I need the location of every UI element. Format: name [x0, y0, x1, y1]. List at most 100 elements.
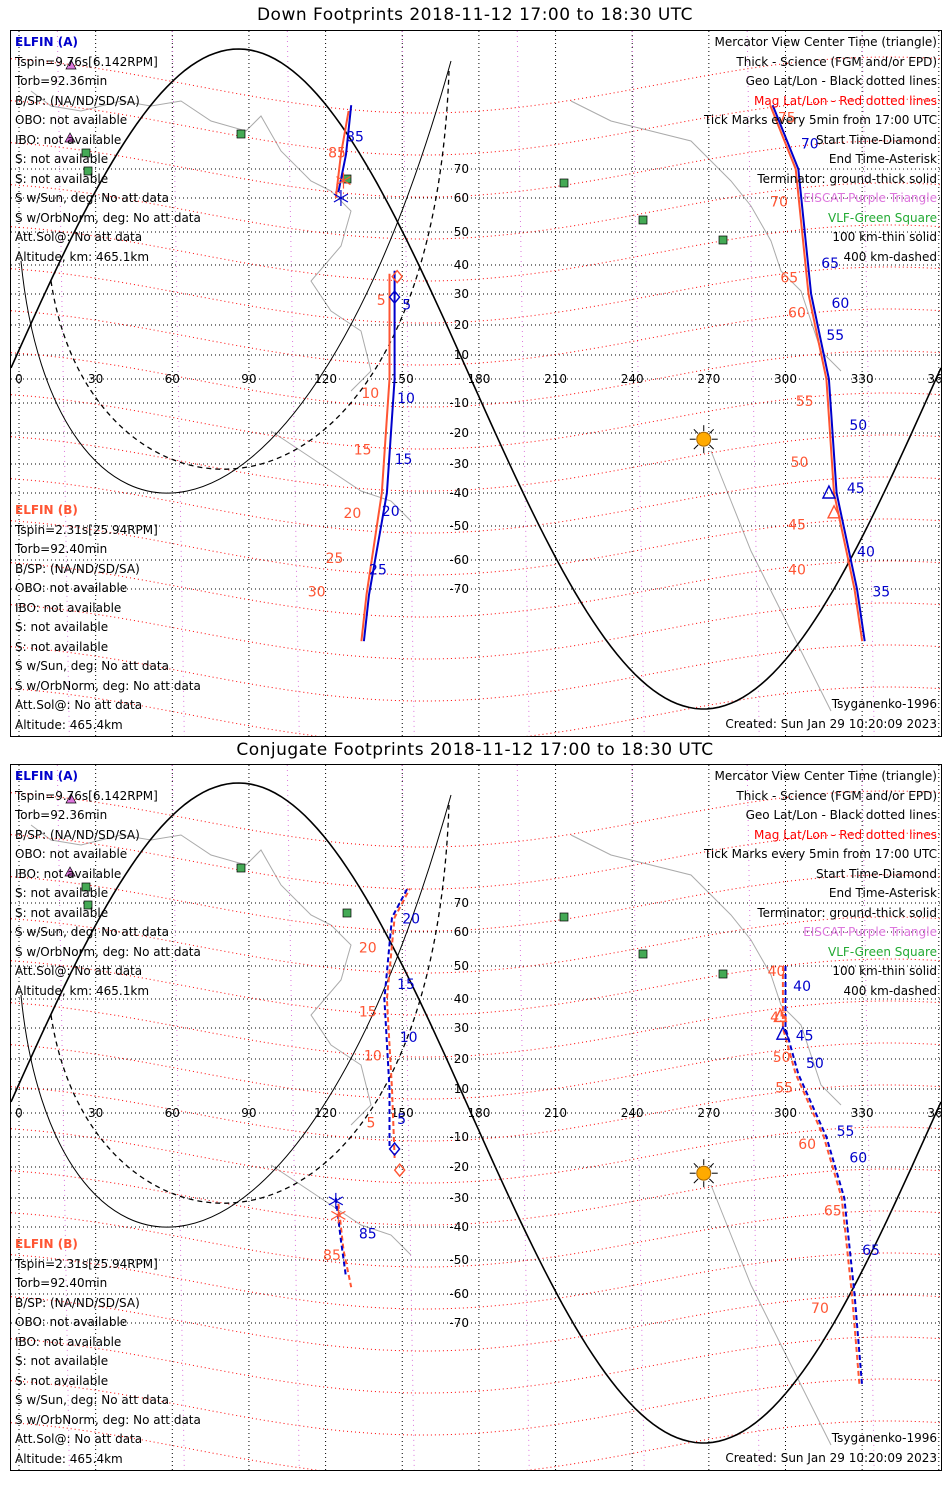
- conjugate-footprints-panel: 0 30 60 90 120 150 180 210 240 270 300 330 360 70 60 50…: [10, 764, 942, 1471]
- latitude-label: 40: [454, 992, 469, 1006]
- tick-label-elfin-b: 60: [788, 305, 806, 321]
- created-timestamp: Created: Sun Jan 29 10:20:09 2023: [725, 716, 937, 731]
- elfin-b-line: S: not available: [15, 1373, 109, 1388]
- tick-label-elfin-a: 55: [837, 1124, 855, 1140]
- orbit-track-elfin-a: [771, 104, 866, 642]
- model-credit: Tsyganenko-1996: [831, 697, 937, 711]
- tick-label-elfin-b: 45: [788, 517, 806, 533]
- map-legend: Mercator View Center Time (triangle) Thi…: [704, 767, 937, 1001]
- vlf-station-marker: [81, 882, 91, 892]
- elfin-a-line: Tspin=9.76s[6.142RPM]: [15, 54, 158, 69]
- tick-label-elfin-b: 15: [359, 1004, 377, 1020]
- mag-parallel: [11, 1378, 941, 1436]
- elfin-a-line: IBO: not available: [15, 132, 122, 147]
- longitude-label: 60: [165, 372, 180, 386]
- latitude-label: 60: [454, 925, 469, 939]
- coastline: [710, 450, 832, 712]
- tick-label-elfin-a: 65: [862, 1243, 880, 1259]
- mag-parallel: [11, 1168, 941, 1226]
- tick-label-elfin-b: 25: [326, 551, 344, 567]
- tick-label-elfin-b: 40: [788, 563, 806, 579]
- latitude-label: 20: [454, 318, 469, 332]
- mag-parallel: [11, 958, 941, 1016]
- center-time-triangle-elfin-b: [826, 504, 842, 519]
- longitude-label: 60: [165, 1106, 180, 1120]
- mag-parallel: [11, 56, 941, 114]
- elfin-a-info: ELFIN (A) Tspin=9.76s[6.142RPM] Torb=92.…: [15, 33, 201, 267]
- terminator-100km: [20, 60, 452, 494]
- eiscat-station-marker: [65, 59, 77, 70]
- tick-label-elfin-a: 25: [369, 563, 387, 579]
- panel-title-down: Down Footprints 2018-11-12 17:00 to 18:3…: [256, 5, 694, 25]
- mag-parallel: [11, 1420, 941, 1470]
- longitude-label: 330: [851, 1106, 874, 1120]
- latitude-label: 60: [454, 191, 469, 205]
- tick-label-elfin-b: 65: [824, 1203, 842, 1219]
- start-time-diamond-elfin-a: [388, 290, 401, 305]
- mag-parallel: [11, 224, 941, 282]
- latitude-label: -40: [449, 486, 469, 500]
- elfin-b-header: ELFIN (B): [15, 503, 78, 517]
- latitude-label: -30: [449, 457, 469, 471]
- tick-label-elfin-b: 50: [773, 1050, 791, 1066]
- coastline: [570, 834, 842, 1106]
- orbit-track-elfin-a: [362, 270, 396, 642]
- latitude-label: -10: [449, 1130, 469, 1144]
- longitude-label: 150: [391, 372, 414, 386]
- down-footprints-map: 0 30 60 90 120 150 180 210 240 270 300 330 360 70 60 50…: [11, 31, 941, 736]
- mag-parallel: [11, 686, 941, 736]
- longitude-label: 150: [391, 1106, 414, 1120]
- latitude-label: 20: [454, 1052, 469, 1066]
- latitude-label: 50: [454, 225, 469, 239]
- elfin-b-header: ELFIN (B): [15, 1237, 78, 1251]
- center-time-triangle-elfin-b: [773, 1007, 788, 1023]
- eiscat-station-marker: [65, 793, 77, 804]
- mag-parallel: [11, 790, 941, 848]
- tick-label-elfin-b: 20: [359, 940, 377, 956]
- longitude-label: 180: [467, 1106, 490, 1120]
- tick-label-elfin-b: 30: [308, 584, 326, 600]
- legend-item: VLF-Green Square: [828, 944, 937, 959]
- terminator-line: [11, 48, 941, 710]
- mag-parallel: [11, 182, 941, 240]
- legend-item: Mercator View Center Time (triangle): [714, 35, 937, 49]
- mag-parallel: [11, 602, 941, 660]
- elfin-b-line: OBO: not available: [15, 581, 128, 595]
- legend-item: Thick - Science (FGM and/or EPD): [736, 788, 937, 803]
- center-time-triangle-elfin-a: [775, 1025, 791, 1040]
- elfin-b-line: OBO: not available: [15, 1315, 128, 1329]
- mag-parallel: [11, 644, 941, 702]
- vlf-station-marker: [559, 178, 569, 188]
- coastline: [570, 100, 842, 372]
- elfin-a-line: Torb=92.36min: [15, 808, 108, 822]
- legend-item: Mercator View Center Time (triangle): [714, 769, 937, 783]
- latitude-label: -60: [449, 1287, 469, 1301]
- tick-label-elfin-b: 60: [798, 1137, 816, 1153]
- tick-label-elfin-a: 45: [796, 1028, 814, 1044]
- vlf-station-marker: [236, 863, 246, 873]
- sun-ray: [709, 1162, 714, 1168]
- tick-label-elfin-a: 85: [346, 129, 364, 145]
- elfin-b-line: S w/OrbNorm, deg: No att data: [15, 1412, 201, 1427]
- created-timestamp: Created: Sun Jan 29 10:20:09 2023: [725, 1450, 937, 1465]
- tick-label-elfin-b: 45: [770, 1010, 788, 1026]
- mag-parallel: [11, 1210, 941, 1268]
- mag-parallel: [11, 1252, 941, 1310]
- sun-ray: [693, 428, 699, 434]
- legend-item: Terminator: ground-thick solid: [757, 171, 937, 186]
- mag-meridian: [516, 765, 530, 1470]
- legend-item: Start Time-Diamond: [815, 132, 937, 147]
- coastline: [30, 824, 372, 1126]
- terminator-400km: [50, 804, 450, 1204]
- elfin-a-line: S w/Sun, deg: No att data: [15, 191, 169, 205]
- legend-item: 100 km-thin solid: [832, 230, 937, 244]
- vlf-station-marker: [342, 908, 352, 918]
- longitude-label: 0: [15, 1106, 23, 1120]
- end-time-asterisk-elfin-a: [328, 1196, 344, 1206]
- legend-item: EISCAT-Purple Triangle: [803, 191, 937, 205]
- mag-parallel: [11, 874, 941, 932]
- orbit-track-elfin-a: [784, 966, 864, 1387]
- longitude-label: 240: [621, 372, 644, 386]
- elfin-a-info: ELFIN (A) Tspin=9.76s[6.142RPM] Torb=92.…: [15, 767, 201, 1001]
- mag-parallel: [11, 350, 941, 408]
